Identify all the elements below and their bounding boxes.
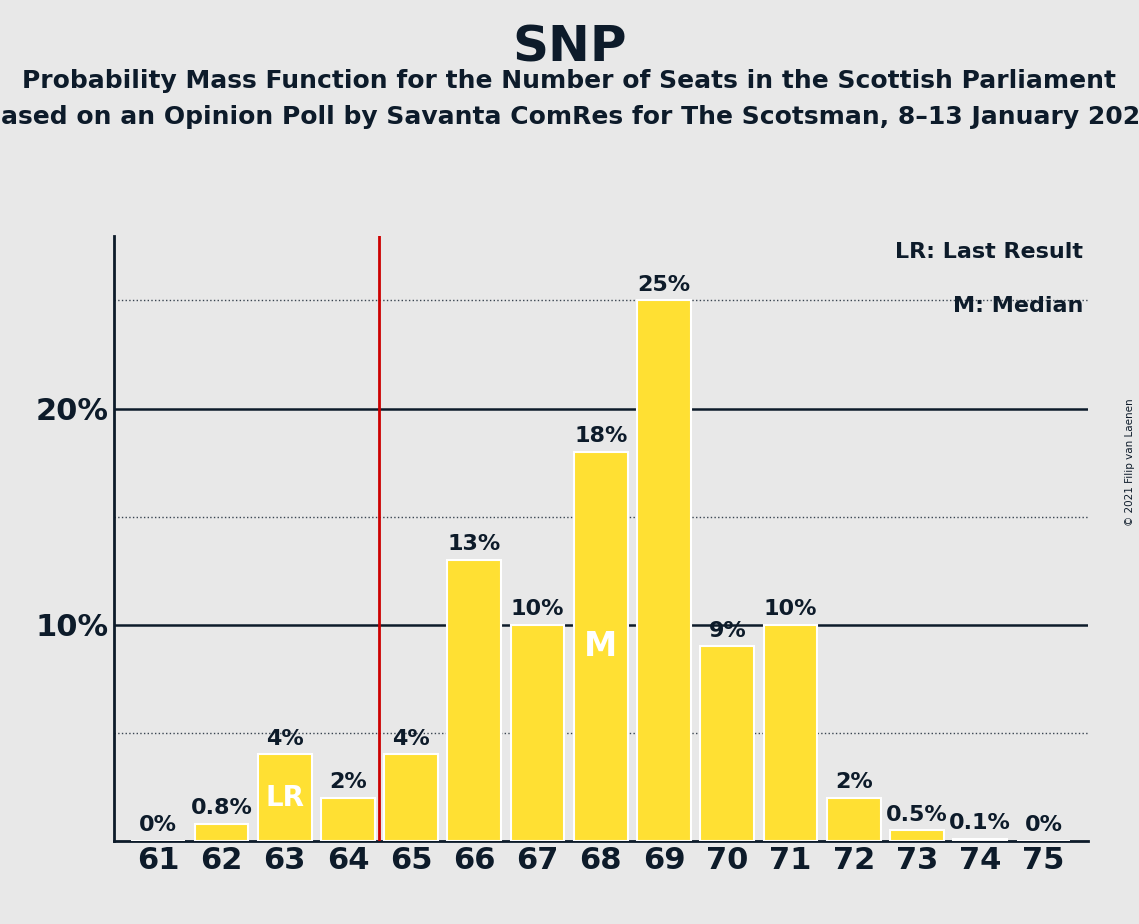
Bar (448, 560, 501, 841)
Text: LR: Last Result: LR: Last Result (895, 242, 1083, 261)
Text: 4%: 4% (392, 729, 431, 749)
Bar (891, 830, 944, 841)
Text: © 2021 Filip van Laenen: © 2021 Filip van Laenen (1125, 398, 1134, 526)
Bar (574, 452, 628, 841)
Text: M: Median: M: Median (952, 296, 1083, 316)
Text: M: M (584, 630, 617, 663)
Text: 0%: 0% (1024, 816, 1063, 835)
Text: LR: LR (265, 784, 304, 811)
Bar (257, 754, 311, 841)
Text: 9%: 9% (708, 621, 746, 641)
Text: 25%: 25% (638, 275, 690, 295)
Bar (510, 625, 565, 841)
Text: 0.8%: 0.8% (190, 798, 253, 818)
Text: 2%: 2% (835, 772, 872, 792)
Text: 0.5%: 0.5% (886, 805, 948, 824)
Text: 0.1%: 0.1% (949, 813, 1011, 833)
Text: Based on an Opinion Poll by Savanta ComRes for The Scotsman, 8–13 January 2021: Based on an Opinion Poll by Savanta ComR… (0, 105, 1139, 129)
Text: 10%: 10% (510, 600, 564, 619)
Text: 10%: 10% (764, 600, 818, 619)
Bar (827, 797, 880, 841)
Text: Probability Mass Function for the Number of Seats in the Scottish Parliament: Probability Mass Function for the Number… (23, 69, 1116, 93)
Bar (637, 300, 691, 841)
Bar (384, 754, 439, 841)
Bar (195, 823, 248, 841)
Text: SNP: SNP (513, 23, 626, 71)
Text: 13%: 13% (448, 534, 501, 554)
Bar (763, 625, 818, 841)
Text: 18%: 18% (574, 426, 628, 446)
Text: 4%: 4% (265, 729, 303, 749)
Text: 0%: 0% (139, 816, 178, 835)
Bar (700, 646, 754, 841)
Bar (321, 797, 375, 841)
Text: 2%: 2% (329, 772, 367, 792)
Bar (953, 839, 1007, 841)
